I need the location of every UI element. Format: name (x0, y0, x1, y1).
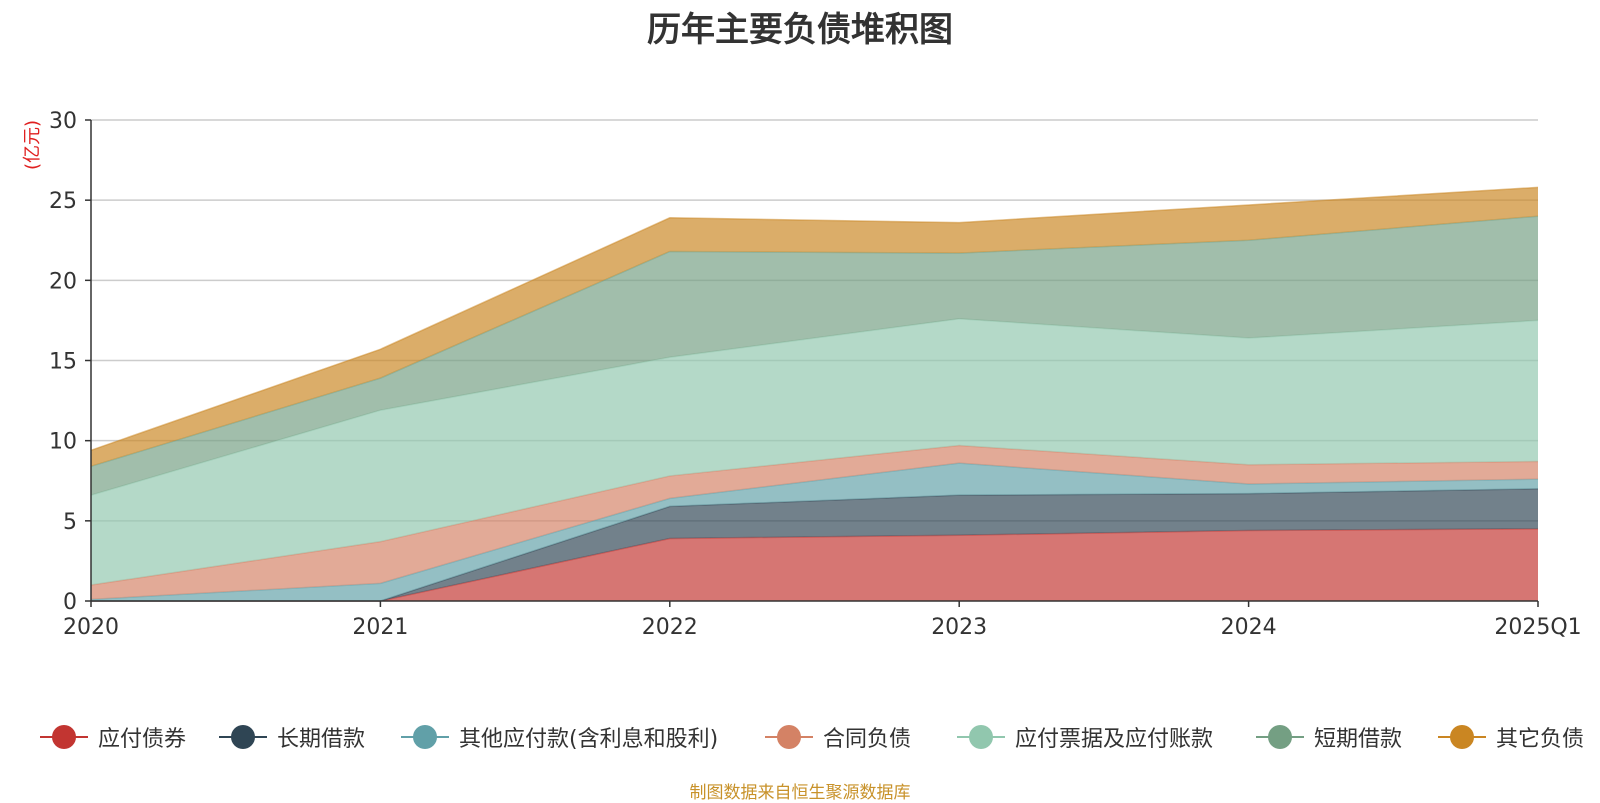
legend-item-0[interactable]: 应付债券 (40, 722, 186, 752)
y-tick-label-10: 10 (49, 430, 77, 455)
legend-label: 短期借款 (1314, 727, 1403, 752)
legend-marker-icon (765, 722, 813, 752)
area-series-4 (91, 318, 1538, 585)
legend-marker-icon (40, 722, 88, 752)
legend-label: 应付债券 (98, 727, 187, 752)
x-tick-label-2020: 2020 (63, 615, 119, 640)
area-series-1 (91, 488, 1538, 601)
legend-label: 其它负债 (1496, 727, 1585, 752)
y-tick-label-30: 30 (49, 109, 77, 134)
area-series-2 (91, 463, 1538, 601)
area-series-6 (91, 187, 1538, 467)
legend-item-2[interactable]: 其他应付款(含利息和股利) (401, 722, 718, 752)
y-tick-label-25: 25 (49, 189, 77, 214)
legend-item-4[interactable]: 应付票据及应付账款 (957, 722, 1213, 752)
y-tick-label-5: 5 (63, 510, 77, 535)
legend-item-5[interactable]: 短期借款 (1256, 722, 1402, 752)
legend-marker-icon (401, 722, 449, 752)
legend-marker-icon (219, 722, 267, 752)
x-tick-label-2022: 2022 (642, 615, 698, 640)
chart-legend: 应付债券 长期借款 其他应付款(含利息和股利) 合同负债 应付票据及应付账款 短期借款 其它… (40, 722, 1584, 752)
area-series-0 (91, 528, 1538, 601)
legend-label: 应付票据及应付账款 (1015, 727, 1214, 752)
area-series-3 (91, 445, 1538, 600)
chart-title: 历年主要负债堆积图 (647, 10, 953, 50)
legend-marker-icon (1438, 722, 1486, 752)
y-tick-label-20: 20 (49, 269, 77, 294)
source-note: 制图数据来自恒生聚源数据库 (689, 783, 911, 803)
legend-item-3[interactable]: 合同负债 (765, 722, 911, 752)
x-tick-label-2023: 2023 (931, 615, 987, 640)
x-tick-label-2021: 2021 (352, 615, 408, 640)
legend-marker-icon (1256, 722, 1304, 752)
area-series-5 (91, 216, 1538, 496)
x-tick-label-2025Q1: 2025Q1 (1494, 615, 1581, 640)
legend-item-6[interactable]: 其它负债 (1438, 722, 1584, 752)
y-tick-label-0: 0 (63, 590, 77, 615)
y-tick-label-15: 15 (49, 350, 77, 375)
line-series-3 (90, 444, 1539, 586)
legend-marker-icon (957, 722, 1005, 752)
legend-label: 合同负债 (823, 727, 912, 752)
legend-item-1[interactable]: 长期借款 (219, 722, 365, 752)
legend-label: 其他应付款(含利息和股利) (459, 727, 719, 752)
line-series-6 (90, 186, 1539, 451)
legend-label: 长期借款 (277, 727, 366, 752)
x-tick-label-2024: 2024 (1221, 615, 1277, 640)
